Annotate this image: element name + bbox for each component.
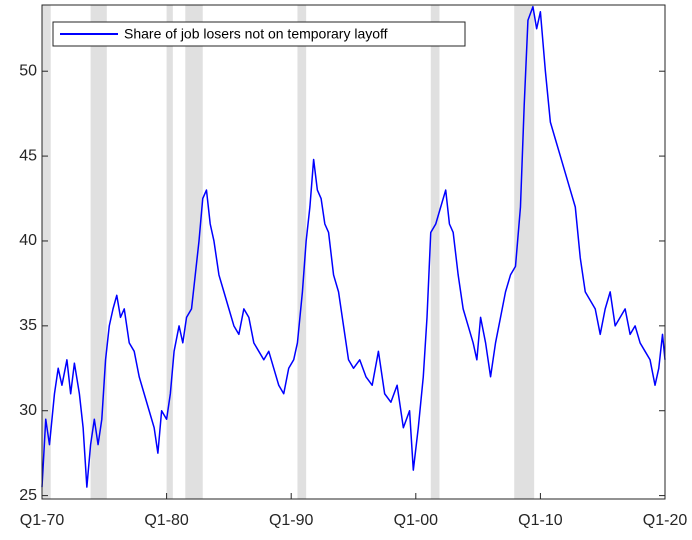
legend-box (52, 21, 466, 47)
x-tick-label: Q1-10 (518, 512, 563, 529)
recession-band (185, 5, 203, 499)
recession-band (297, 5, 307, 499)
axes-box (41, 4, 666, 500)
x-tick-label: Q1-20 (643, 512, 688, 529)
y-tick-label: 30 (19, 402, 37, 419)
legend: Share of job losers not on temporary lay… (52, 21, 466, 47)
x-tick-label: Q1-80 (144, 512, 189, 529)
y-tick-label: 25 (19, 487, 37, 504)
recession-band (166, 5, 173, 499)
x-tick-label: Q1-00 (394, 512, 439, 529)
legend-label: Share of job losers not on temporary lay… (124, 26, 388, 42)
recession-band (430, 5, 440, 499)
x-tick-label: Q1-90 (269, 512, 314, 529)
recession-band (42, 5, 51, 499)
plot-layer (41, 5, 666, 488)
y-tick-label: 50 (19, 62, 37, 79)
recession-layer (42, 5, 535, 499)
y-tick-label: 40 (19, 232, 37, 249)
series-line (41, 5, 666, 488)
y-tick-label: 45 (19, 147, 37, 164)
recession-band (90, 5, 107, 499)
y-tick-label: 35 (19, 317, 37, 334)
recession-band (514, 5, 535, 499)
x-tick-label: Q1-70 (20, 512, 65, 529)
